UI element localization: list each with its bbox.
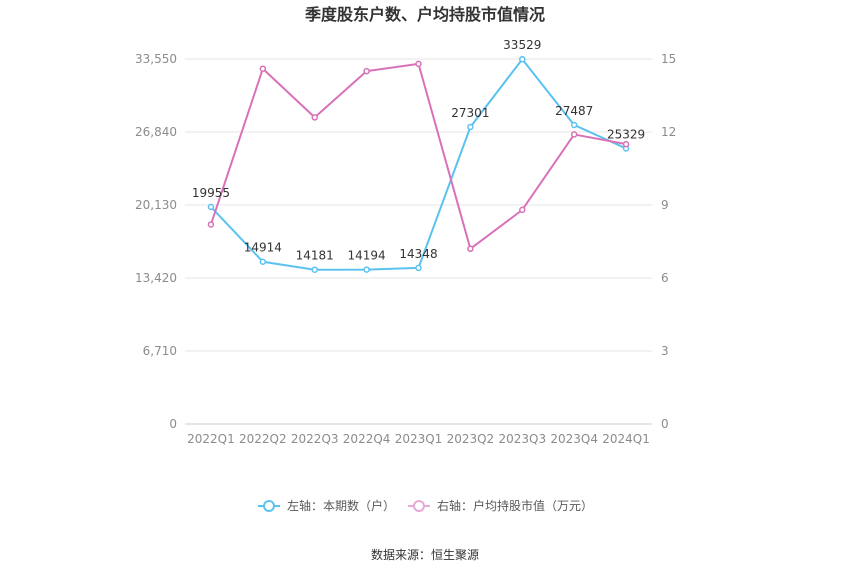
series-line-0 — [210, 58, 627, 271]
legend: 左轴：本期数（户） 右轴：户均持股市值（万元） — [258, 498, 593, 513]
legend-right-label: 右轴：户均持股市值（万元） — [437, 498, 593, 513]
data-label: 19955 — [192, 186, 230, 200]
y-right-tick-label: 3 — [661, 344, 669, 358]
legend-left-marker — [263, 500, 275, 512]
series-point-0 — [311, 266, 318, 273]
x-tick-label: 2023Q3 — [498, 432, 546, 446]
series-point-1 — [259, 65, 267, 72]
x-tick-label: 2023Q4 — [550, 432, 598, 446]
chart-title: 季度股东户数、户均持股市值情况 — [304, 5, 545, 24]
y-left-tick-label: 20,130 — [135, 198, 177, 212]
series-point-0 — [207, 203, 215, 211]
y-left-tick-label: 6,710 — [143, 344, 177, 358]
x-axis-ticks: 2022Q1 2022Q2 2022Q3 2022Q4 2023Q1 2023Q2 2023… — [187, 432, 650, 446]
y-right-tick-label: 12 — [661, 125, 676, 139]
series-point-1 — [519, 206, 526, 214]
series-point-1 — [570, 131, 578, 138]
x-tick-label: 2022Q2 — [239, 432, 287, 446]
source-note: 数据来源：恒生聚源 — [371, 547, 479, 562]
series-point-0 — [363, 266, 370, 273]
y-left-tick-label: 13,420 — [135, 271, 177, 285]
series-point-0 — [259, 258, 267, 265]
x-tick-label: 2023Q2 — [447, 432, 495, 446]
y-right-tick-label: 9 — [661, 198, 669, 212]
y-right-tick-label: 6 — [661, 271, 669, 285]
series-layer: 19955 14914 14181 14194 14348 27301 33529 27487… — [192, 38, 645, 273]
data-label: 33529 — [503, 38, 541, 52]
x-tick-label: 2022Q1 — [187, 432, 235, 446]
x-tick-label: 2024Q1 — [602, 432, 650, 446]
data-label: 27487 — [555, 104, 593, 118]
y-left-tick-label: 26,840 — [135, 125, 177, 139]
y-left-tick-label: 33,550 — [135, 52, 177, 66]
left-axis-ticks: 0 6,710 13,420 20,130 26,840 33,550 — [135, 52, 177, 431]
legend-left-label: 左轴：本期数（户） — [287, 498, 395, 513]
series-point-1 — [207, 221, 215, 228]
x-tick-label: 2023Q1 — [395, 432, 443, 446]
y-right-tick-label: 15 — [661, 52, 676, 66]
series-line-1 — [209, 62, 627, 250]
series-point-1 — [311, 114, 318, 121]
legend-right-marker — [413, 500, 425, 512]
series-point-1 — [363, 67, 370, 75]
series-point-1 — [415, 60, 422, 68]
data-label: 14348 — [399, 247, 437, 261]
x-tick-label: 2022Q4 — [343, 432, 391, 446]
series-point-0 — [415, 264, 422, 272]
series-point-0 — [570, 121, 578, 129]
data-label: 25329 — [607, 127, 645, 141]
data-label: 14194 — [348, 249, 386, 263]
series-point-0 — [467, 123, 474, 131]
data-label: 14914 — [244, 241, 282, 255]
x-tick-label: 2022Q3 — [291, 432, 339, 446]
grid-lines — [185, 58, 652, 425]
series-point-1 — [622, 140, 630, 148]
data-label: 27301 — [451, 106, 489, 120]
series-point-1 — [467, 245, 474, 253]
y-left-tick-label: 0 — [169, 417, 177, 431]
data-label: 14181 — [296, 249, 334, 263]
y-right-tick-label: 0 — [661, 417, 669, 431]
right-axis-ticks: 0 3 6 9 12 15 — [661, 52, 676, 431]
series-point-0 — [519, 55, 526, 63]
